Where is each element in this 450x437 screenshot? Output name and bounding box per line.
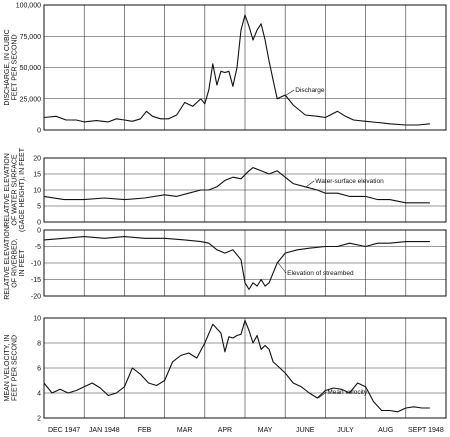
y-axis-label: DISCHARGE, IN CUBICFEET PER SECOND bbox=[4, 29, 19, 105]
y-tick-label: 4 bbox=[37, 391, 41, 398]
y-tick-label: 0 bbox=[37, 228, 41, 235]
y-tick-label: -20 bbox=[31, 294, 41, 301]
month-label: FEB bbox=[138, 427, 152, 434]
y-axis-label: MEAN VELOCITY, INFEET PER SECOND bbox=[4, 335, 19, 402]
y-tick-label: 10 bbox=[33, 188, 41, 195]
y-tick-label: 50,000 bbox=[20, 65, 42, 72]
y-tick-label: -10 bbox=[31, 261, 41, 268]
panel-discharge: 0 25,000 50,000 75,000 100,000 DISCHARGE, IN … bbox=[4, 3, 447, 135]
y-tick-label: 5 bbox=[37, 204, 41, 211]
y-tick-label: 2 bbox=[37, 416, 41, 423]
y-tick-label: 100,000 bbox=[16, 3, 41, 10]
y-tick-label: 8 bbox=[37, 341, 41, 348]
y-tick-label: 20 bbox=[33, 156, 41, 163]
month-axis: DEC 1947 JAN 1948 FEB MAR APR MAY JUNE JULY AUG S… bbox=[48, 427, 444, 434]
panel-frame bbox=[43, 4, 447, 131]
series-annotation-streambed: Elevation of streambed bbox=[287, 270, 354, 277]
month-label: JULY bbox=[337, 427, 354, 434]
series-line-water-surface bbox=[43, 167, 430, 204]
panel-frame bbox=[43, 317, 447, 419]
month-label: MAY bbox=[258, 427, 273, 434]
series-line-discharge bbox=[43, 14, 430, 126]
month-label: SEPT 1948 bbox=[408, 427, 444, 434]
series-line-velocity bbox=[43, 319, 430, 413]
y-tick-label: 0 bbox=[37, 220, 41, 227]
y-tick-label: -15 bbox=[31, 277, 41, 284]
series-annotation-discharge: Discharge bbox=[295, 87, 325, 94]
y-axis-label: RELATIVE ELEVATIONOF RIVERBED,IN FEET bbox=[4, 226, 26, 300]
month-label: DEC 1947 bbox=[48, 427, 80, 434]
y-tick-label: -5 bbox=[35, 244, 41, 251]
y-tick-label: 10 bbox=[33, 316, 41, 323]
annotation-leader bbox=[318, 391, 327, 399]
y-tick-label: 6 bbox=[37, 366, 41, 373]
annotation-leader bbox=[277, 262, 287, 274]
panel-water-surface: 0 5 10 15 20 RELATIVE ELEVATIONOF WATER SURFA… bbox=[4, 147, 447, 232]
panel-velocity: 2 4 6 8 10 MEAN VELOCITY, INFEET PER SECOND Me… bbox=[4, 316, 447, 423]
month-label: MAR bbox=[177, 427, 193, 434]
month-label: AUG bbox=[378, 427, 393, 434]
panel-frame bbox=[43, 229, 447, 297]
annotation-leader bbox=[286, 89, 295, 96]
series-annotation-velocity: Mean velocity bbox=[327, 389, 367, 396]
annotation-leader bbox=[306, 180, 315, 188]
panel-streambed: -20 -15 -10 -5 0 RELATIVE ELEVATIONOF RIVERBE… bbox=[4, 226, 447, 301]
y-tick-label: 75,000 bbox=[20, 34, 42, 41]
panel-frame bbox=[43, 157, 447, 223]
y-axis-label: RELATIVE ELEVATIONOF WATER SURFACE(GAGE … bbox=[4, 147, 26, 232]
series-line-streambed bbox=[43, 236, 430, 290]
y-tick-label: 0 bbox=[37, 128, 41, 135]
y-tick-label: 25,000 bbox=[20, 96, 42, 103]
month-label: JAN 1948 bbox=[89, 427, 120, 434]
month-label: APR bbox=[218, 427, 232, 434]
y-tick-label: 15 bbox=[33, 172, 41, 179]
month-label: JUNE bbox=[296, 427, 315, 434]
series-annotation-water-surface: Water-surface elevation bbox=[315, 178, 384, 185]
